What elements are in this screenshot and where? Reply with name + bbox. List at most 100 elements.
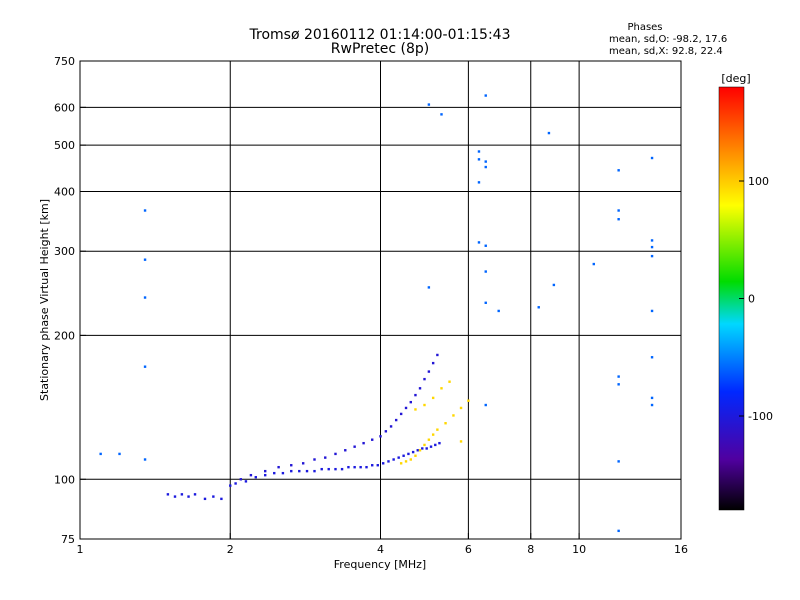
colorbar-tick-label: 0: [748, 293, 755, 306]
data-point: [436, 353, 439, 357]
data-point: [497, 309, 500, 313]
data-point: [484, 94, 487, 97]
data-point: [220, 497, 223, 501]
data-point: [429, 445, 433, 448]
y-tick-label: 200: [54, 329, 75, 342]
data-point: [423, 377, 426, 381]
data-point: [431, 433, 435, 436]
data-point: [650, 396, 654, 400]
data-point: [416, 449, 419, 452]
data-point: [434, 443, 437, 447]
data-point: [418, 449, 422, 452]
colorbar-ticks: 100 0 -100: [739, 175, 773, 423]
data-points: [99, 94, 654, 533]
data-point: [650, 403, 654, 407]
data-point: [290, 469, 293, 473]
data-point: [409, 458, 412, 461]
data-point: [407, 452, 410, 456]
data-point: [404, 406, 408, 410]
data-point: [477, 150, 481, 153]
y-axis-label: Stationary phase Virtual Height [km]: [38, 199, 51, 401]
data-point: [143, 209, 147, 212]
data-point: [444, 422, 447, 425]
data-point: [552, 283, 556, 287]
data-point: [409, 400, 412, 404]
y-tick-label: 300: [54, 245, 75, 258]
data-point: [381, 462, 385, 465]
data-point: [484, 160, 487, 163]
data-point: [427, 286, 431, 289]
data-point: [324, 456, 327, 459]
data-point: [301, 462, 305, 465]
data-point: [477, 158, 481, 161]
data-point: [617, 375, 620, 378]
data-point: [239, 478, 243, 481]
data-point: [484, 244, 487, 247]
data-point: [650, 356, 654, 359]
data-point: [99, 452, 102, 456]
chart-title: Tromsø 20160112 01:14:00-01:15:43: [249, 27, 511, 43]
data-point: [414, 454, 417, 457]
data-point: [484, 270, 487, 273]
data-point: [118, 452, 121, 456]
data-point: [427, 370, 431, 373]
data-point: [353, 445, 356, 448]
x-tick-label: 1: [77, 543, 84, 556]
colorbar-tick-label: -100: [748, 410, 773, 423]
data-point: [592, 262, 595, 266]
x-tick-label: 2: [227, 543, 234, 556]
x-tick-label: 6: [465, 543, 472, 556]
data-point: [244, 480, 248, 483]
data-point: [477, 241, 481, 244]
data-point: [467, 399, 470, 402]
data-point: [448, 380, 451, 383]
data-point: [320, 467, 323, 471]
data-point: [423, 403, 426, 407]
data-point: [340, 467, 344, 471]
data-point: [617, 529, 620, 533]
data-point: [436, 428, 439, 431]
data-point: [452, 414, 455, 417]
data-point: [477, 181, 481, 184]
data-point: [431, 396, 435, 400]
data-point: [427, 103, 431, 106]
data-point: [187, 495, 190, 498]
y-tick-label: 750: [54, 55, 75, 68]
data-point: [143, 296, 147, 299]
y-tick-label: 75: [61, 533, 75, 546]
data-point: [353, 465, 356, 469]
data-point: [459, 406, 463, 410]
data-point: [392, 458, 395, 461]
data-point: [414, 393, 417, 397]
data-point: [418, 387, 422, 390]
data-point: [327, 467, 330, 471]
data-point: [397, 456, 400, 459]
data-point: [440, 387, 443, 390]
data-point: [440, 113, 443, 116]
x-axis-label: Frequency [MHz]: [334, 558, 426, 571]
data-point: [264, 469, 267, 473]
data-point: [203, 497, 207, 501]
y-tick-label: 100: [54, 473, 75, 486]
data-point: [371, 464, 374, 467]
data-point: [193, 493, 197, 496]
data-point: [459, 440, 463, 443]
data-point: [277, 465, 280, 469]
data-point: [402, 454, 405, 457]
data-point: [254, 476, 257, 479]
x-tick-label: 4: [377, 543, 384, 556]
data-point: [650, 254, 654, 258]
data-point: [313, 458, 316, 461]
colorbar-label: [deg]: [721, 72, 750, 85]
data-point: [264, 473, 267, 477]
data-point: [143, 458, 147, 461]
data-point: [617, 460, 620, 463]
data-point: [334, 467, 337, 471]
data-point: [359, 465, 362, 469]
data-point: [212, 495, 215, 498]
data-point: [414, 408, 417, 411]
data-point: [143, 365, 147, 368]
y-tick-label: 600: [54, 101, 75, 114]
data-point: [617, 383, 620, 386]
